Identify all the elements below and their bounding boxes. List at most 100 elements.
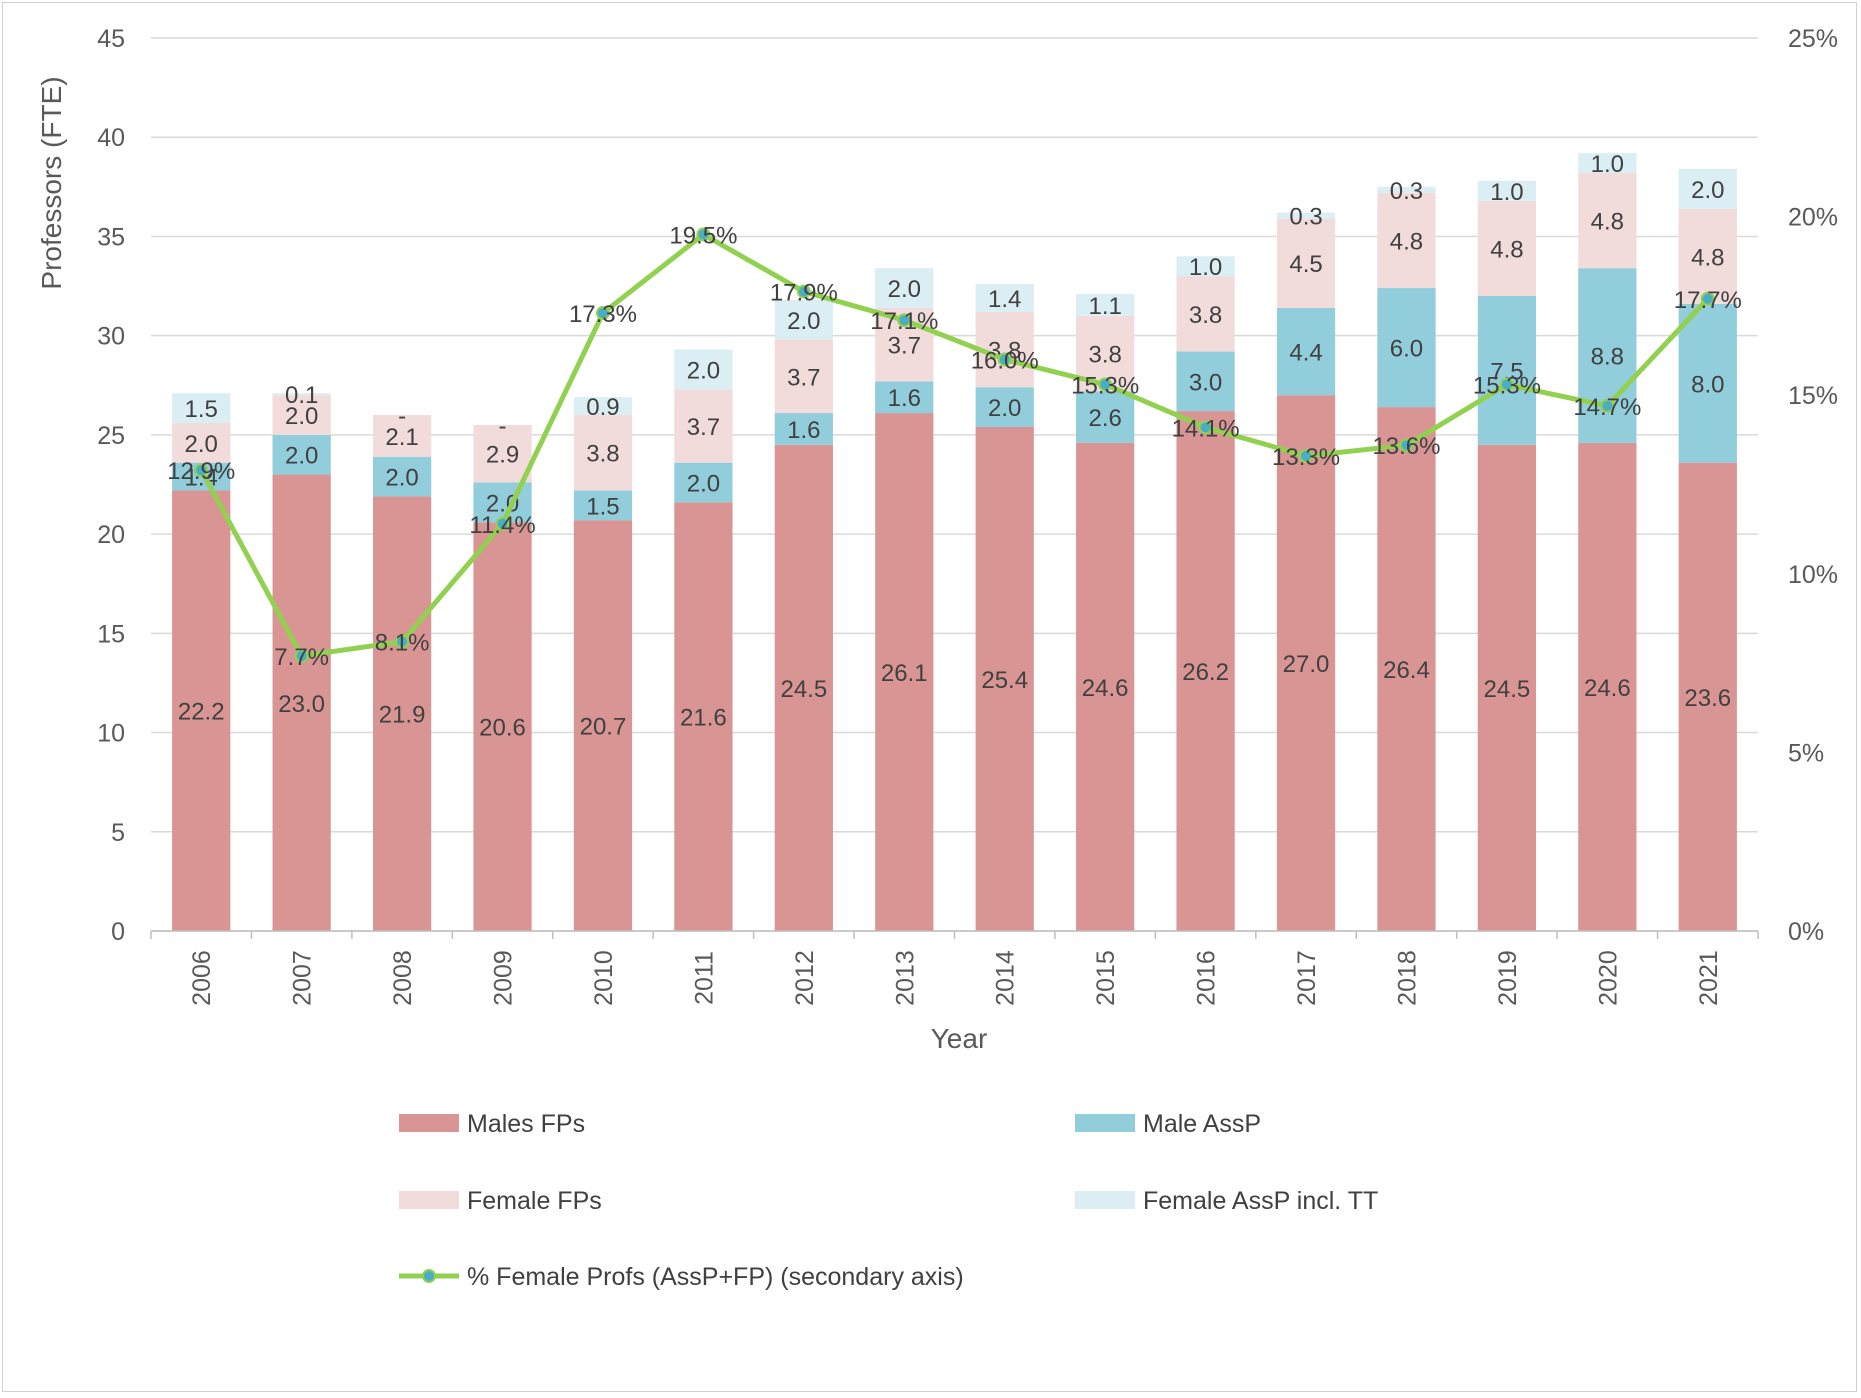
- line-marker: [897, 313, 912, 328]
- line-marker: [1700, 291, 1715, 306]
- bar-data-label: 26.4: [1383, 657, 1430, 684]
- bar-segment: [1578, 442, 1637, 931]
- bar-data-label: 26.2: [1182, 659, 1229, 686]
- line-marker: [395, 634, 410, 649]
- bar-data-label: 4.8: [1591, 209, 1624, 236]
- legend-swatch: [1075, 1114, 1135, 1132]
- bar-data-label: 4.8: [1691, 244, 1724, 271]
- bar-data-label: -: [499, 413, 507, 440]
- y-tick-label: 40: [97, 124, 125, 152]
- y-tick-label: 25: [97, 422, 125, 450]
- x-tick-label: 2017: [1293, 950, 1321, 1006]
- bar-segment: [1276, 218, 1336, 308]
- line-data-label: 14.7%: [1573, 394, 1641, 421]
- bar-data-label: 3.0: [1189, 369, 1222, 396]
- line-marker: [1098, 377, 1113, 392]
- line-marker: [595, 306, 610, 321]
- y-tick-label: 0: [111, 918, 125, 946]
- bar-data-label: 1.0: [1591, 151, 1624, 178]
- y2-tick-label: 10%: [1788, 561, 1838, 589]
- x-tick-label: 2009: [490, 950, 518, 1006]
- line-data-label: 15.3%: [1473, 372, 1541, 399]
- line-marker: [696, 227, 711, 242]
- bar-segment: [875, 268, 934, 308]
- legend-item: Male AssP: [1075, 1110, 1261, 1138]
- bar-segment: [1578, 172, 1637, 269]
- x-tick-label: 2007: [289, 950, 317, 1006]
- bar-data-label: 2.0: [888, 276, 921, 303]
- y-axis-title: Professors (FTE): [36, 76, 67, 289]
- axes: 0 5 10 15 20 25 30 35 40 45 0% 5% 10% 15% 20% 25% 2006 20…: [97, 25, 1838, 1006]
- line-data-label: 13.3%: [1272, 444, 1340, 471]
- bar-segment: [674, 389, 733, 463]
- bar-segment: [372, 456, 432, 497]
- line-data-label: 19.5%: [669, 222, 737, 249]
- legend-label: Males FPs: [467, 1110, 585, 1138]
- bar-segment: [1076, 442, 1135, 931]
- bar-data-label: 20.6: [479, 715, 526, 742]
- bar-data-label: 24.5: [1484, 676, 1531, 703]
- x-tick-label: 2021: [1695, 950, 1723, 1006]
- bar-data-label: 3.8: [1189, 302, 1222, 329]
- bar-data-label: 1.1: [1088, 293, 1121, 320]
- bar-segment: [774, 299, 833, 340]
- bar-data-label: 24.6: [1082, 675, 1129, 702]
- bar-data-label: 2.0: [687, 357, 720, 384]
- bar-data-label: 2.0: [687, 471, 720, 498]
- legend-swatch: [399, 1191, 459, 1209]
- bar-segment: [1276, 307, 1336, 396]
- bar-data-label: 4.8: [1490, 236, 1523, 263]
- line-marker: [294, 648, 309, 663]
- line-data-label: 14.1%: [1172, 415, 1240, 442]
- bar-segment: [1276, 395, 1336, 931]
- bar-data-label: 23.6: [1684, 685, 1731, 712]
- legend-swatch: [399, 1114, 459, 1132]
- x-tick-label: 2013: [891, 950, 919, 1006]
- bar-segment: [372, 496, 432, 931]
- bar-segment: [272, 393, 331, 396]
- bar-data-label: 0.9: [586, 394, 619, 421]
- bar-data-label: 2.0: [988, 395, 1021, 422]
- bar-segment: [473, 522, 532, 931]
- line-marker: [1299, 448, 1314, 463]
- bar-data-label: 1.0: [1189, 254, 1222, 281]
- y-tick-label: 15: [97, 620, 125, 648]
- bar-data-label: 3.8: [1088, 342, 1121, 369]
- bar-data-label: 21.6: [680, 705, 727, 732]
- bar-data-label: 2.9: [486, 442, 519, 469]
- bar-segment: [172, 490, 231, 931]
- bar-segment: [573, 415, 633, 491]
- line-marker: [495, 516, 510, 531]
- bar-segment: [1678, 208, 1737, 304]
- bar-data-label: 8.8: [1591, 344, 1624, 371]
- y-tick-label: 35: [97, 223, 125, 251]
- bar-data-label: 20.7: [580, 714, 627, 741]
- bar-data-label: 3.7: [787, 364, 820, 391]
- bar-segment: [875, 381, 934, 414]
- legend-item: Female AssP incl. TT: [1075, 1187, 1378, 1215]
- bar-data-label: 2.0: [385, 465, 418, 492]
- line-marker: [1499, 377, 1514, 392]
- line-data-label: 15.3%: [1071, 372, 1139, 399]
- bar-segment: [1176, 276, 1235, 352]
- bar-data-label: 0.3: [1390, 178, 1423, 205]
- line-marker: [1399, 438, 1414, 453]
- legend-item: % Female Profs (AssP+FP) (secondary axis…: [399, 1263, 964, 1291]
- bar-data-label: 2.0: [787, 308, 820, 335]
- bar-data-label: 1.4: [988, 286, 1021, 313]
- x-tick-label: 2011: [690, 951, 718, 1005]
- y2-tick-label: 25%: [1788, 25, 1838, 53]
- line-marker: [997, 352, 1012, 367]
- bar-segment: [774, 413, 833, 445]
- line-data-label: 13.6%: [1372, 433, 1440, 460]
- x-tick-label: 2015: [1092, 950, 1120, 1006]
- bar-segment: [1176, 411, 1235, 931]
- bar-segment: [1377, 186, 1436, 193]
- bar-segment: [674, 502, 733, 931]
- legend-marker: [422, 1269, 436, 1283]
- line-data-label: 17.1%: [870, 308, 938, 335]
- x-tick-label: 2006: [188, 950, 216, 1006]
- bar-data-label: 25.4: [981, 667, 1028, 694]
- bar-data-label: 3.7: [687, 414, 720, 441]
